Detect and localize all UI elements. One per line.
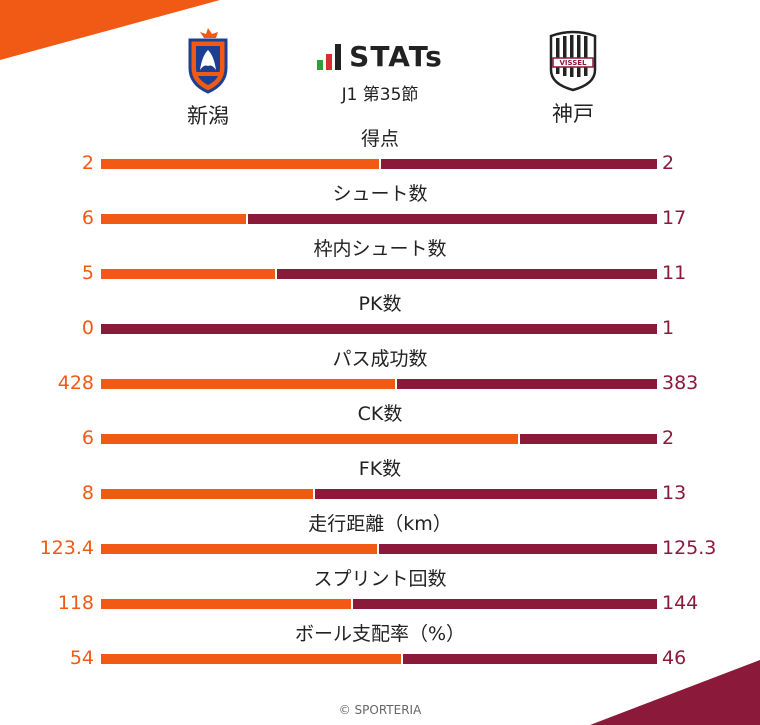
match-round: J1 第35節: [341, 85, 419, 105]
away-value: 383: [662, 372, 699, 394]
home-team-name: 新潟: [187, 104, 229, 128]
away-bar-segment: [101, 324, 657, 334]
stat-bar: [101, 324, 657, 334]
stat-row-corners: CK数 6 2: [0, 399, 760, 454]
away-bar-segment: [248, 214, 657, 224]
away-value: 1: [662, 317, 675, 339]
away-value: 11: [662, 262, 687, 284]
home-value: 0: [81, 317, 94, 339]
stat-row-shots-on-target: 枠内シュート数 5 11: [0, 234, 760, 289]
stat-row-goals: 得点 2 2: [0, 124, 760, 179]
home-value: 5: [81, 262, 94, 284]
stat-bar: [101, 159, 657, 169]
away-bar-segment: [403, 654, 657, 664]
stat-bar: [101, 544, 657, 554]
away-bar-segment: [315, 489, 657, 499]
away-bar-segment: [277, 269, 657, 279]
stats-title: STATs: [349, 40, 443, 73]
stat-label: 走行距離（km）: [308, 513, 452, 535]
stat-label: シュート数: [332, 183, 428, 205]
away-value: 13: [662, 482, 687, 504]
vissel-emblem-icon: VISSEL: [549, 30, 597, 92]
home-bar-segment: [101, 214, 246, 224]
stat-label: CK数: [357, 403, 403, 425]
away-bar-segment: [520, 434, 657, 444]
away-value: 125.3: [662, 537, 717, 559]
stat-bar: [101, 214, 657, 224]
stats-logo-icon: [317, 43, 342, 70]
away-value: 2: [662, 152, 675, 174]
home-bar-segment: [101, 654, 401, 664]
away-bar-segment: [353, 599, 657, 609]
stat-bar: [101, 489, 657, 499]
away-team: VISSEL 神戸: [503, 30, 643, 128]
home-value: 123.4: [39, 537, 94, 559]
home-team: 新潟: [138, 26, 278, 130]
stat-bar: [101, 379, 657, 389]
stat-row-penalties: PK数 0 1: [0, 289, 760, 344]
stats-logo: STATs: [0, 40, 760, 73]
away-team-name: 神戸: [552, 102, 594, 126]
stat-row-shots: シュート数 6 17: [0, 179, 760, 234]
stat-row-possession: ボール支配率（%） 54 46: [0, 619, 760, 674]
stat-row-sprints: スプリント回数 118 144: [0, 564, 760, 619]
home-value: 2: [81, 152, 94, 174]
away-bar-segment: [381, 159, 657, 169]
away-bar-segment: [379, 544, 657, 554]
stat-bar: [101, 654, 657, 664]
stat-label: PK数: [358, 293, 402, 315]
away-value: 144: [662, 592, 699, 614]
away-value: 17: [662, 207, 687, 229]
home-value: 6: [81, 427, 94, 449]
home-value: 6: [81, 207, 94, 229]
stat-label: 得点: [360, 128, 399, 150]
home-bar-segment: [101, 599, 351, 609]
home-value: 428: [57, 372, 94, 394]
svg-text:VISSEL: VISSEL: [559, 59, 587, 67]
home-bar-segment: [101, 159, 379, 169]
stat-row-free-kicks: FK数 8 13: [0, 454, 760, 509]
copyright: © SPORTERIA: [338, 703, 422, 717]
stat-bar: [101, 434, 657, 444]
stat-row-passes: パス成功数 428 383: [0, 344, 760, 399]
home-bar-segment: [101, 544, 377, 554]
home-bar-segment: [101, 489, 313, 499]
home-value: 54: [69, 647, 94, 669]
stat-bar: [101, 269, 657, 279]
stat-row-distance: 走行距離（km） 123.4 125.3: [0, 509, 760, 564]
home-bar-segment: [101, 379, 395, 389]
home-value: 118: [57, 592, 94, 614]
stat-label: 枠内シュート数: [313, 238, 447, 260]
home-bar-segment: [101, 434, 518, 444]
stat-label: FK数: [358, 458, 402, 480]
home-bar-segment: [101, 269, 275, 279]
stat-label: スプリント回数: [313, 568, 447, 590]
away-value: 2: [662, 427, 675, 449]
home-value: 8: [81, 482, 94, 504]
stat-label: パス成功数: [332, 348, 428, 370]
stat-label: ボール支配率（%）: [294, 623, 466, 645]
away-value: 46: [662, 647, 687, 669]
albirex-emblem-icon: [188, 28, 228, 94]
stat-bar: [101, 599, 657, 609]
away-bar-segment: [397, 379, 657, 389]
